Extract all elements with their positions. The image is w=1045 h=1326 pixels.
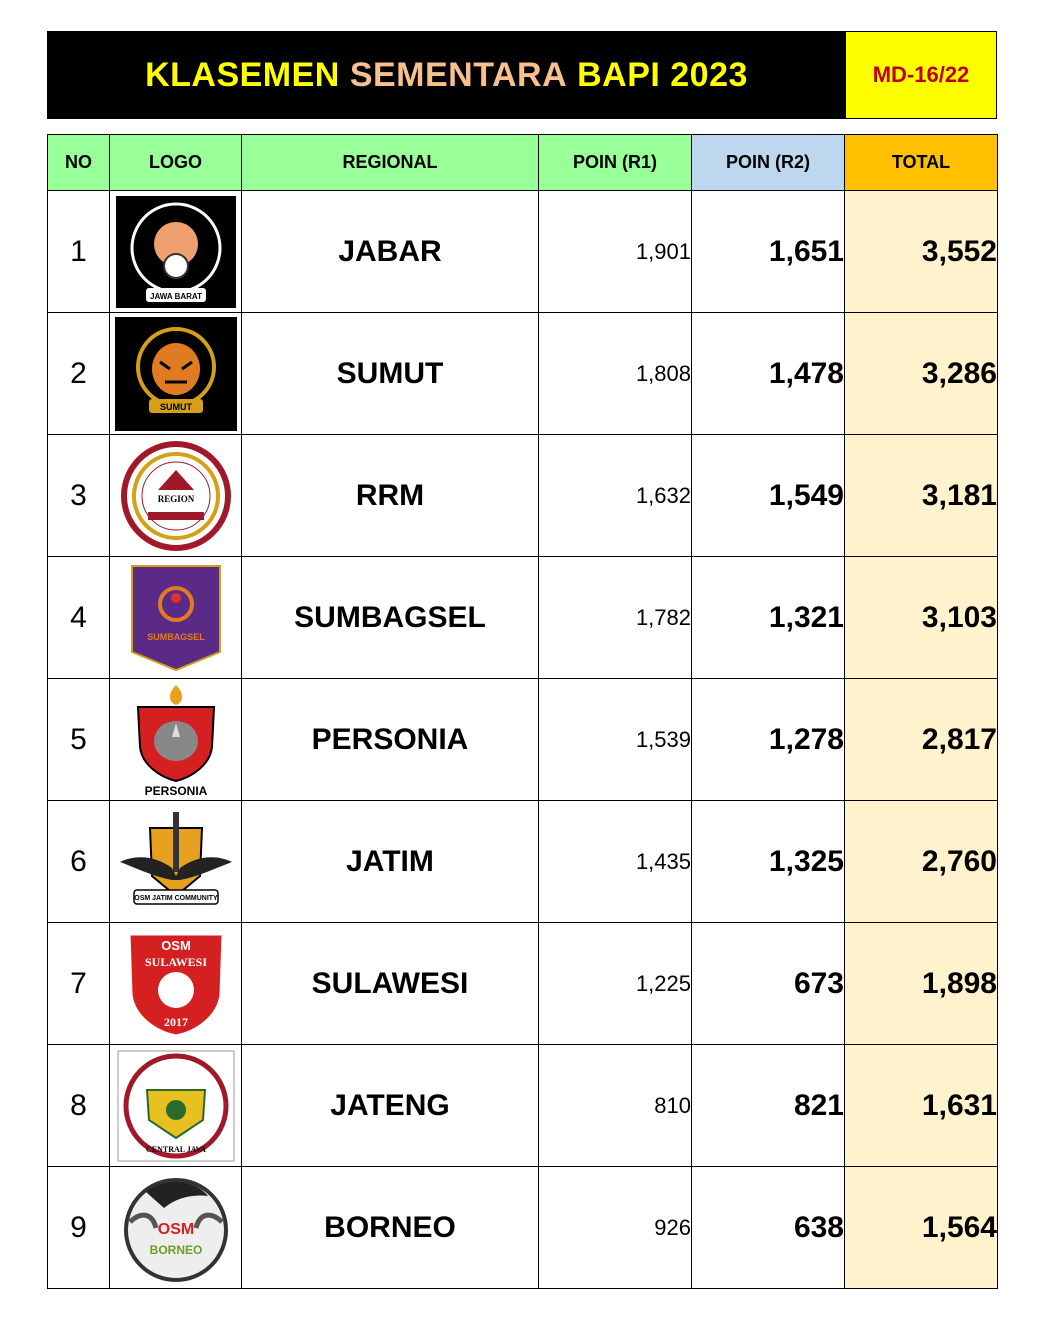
logo-cell: OSM BORNEO [109, 1166, 242, 1289]
logo-cell: REGION [109, 434, 242, 557]
regional-name: SUMUT [241, 312, 539, 435]
rank-cell: 9 [47, 1166, 110, 1289]
region-rrm-logo: REGION [115, 439, 237, 553]
poin-r1-value: 1,808 [538, 312, 692, 435]
eagle-jatim-logo: OSM JATIM COMMUNITY [115, 805, 237, 919]
title-part-3: BAPI 2023 [577, 55, 748, 94]
svg-text:OSM JATIM COMMUNITY: OSM JATIM COMMUNITY [134, 895, 218, 902]
svg-text:SUMUT: SUMUT [160, 402, 192, 412]
rank-cell: 8 [47, 1044, 110, 1167]
osm-borneo-logo: OSM BORNEO [115, 1171, 237, 1285]
regional-name: JABAR [241, 190, 539, 313]
rank-cell: 7 [47, 922, 110, 1045]
rhino-personia-logo: PERSONIA [115, 683, 237, 797]
poin-r2-value: 1,325 [691, 800, 845, 923]
poin-r1-value: 1,782 [538, 556, 692, 679]
poin-r1-value: 810 [538, 1044, 692, 1167]
logo-cell: SUMUT [109, 312, 242, 435]
poin-r1-value: 1,435 [538, 800, 692, 923]
rank-cell: 6 [47, 800, 110, 923]
poin-r1-value: 1,225 [538, 922, 692, 1045]
logo-cell: OSM SULAWESI 2017 [109, 922, 242, 1045]
col-header-poin-r1: POIN (R1) [538, 134, 692, 191]
total-value: 2,760 [844, 800, 998, 923]
page-title: KLASEMEN SEMENTARA BAPI 2023 [48, 32, 845, 118]
logo-cell: PERSONIA [109, 678, 242, 801]
logo-cell: OSM JATIM COMMUNITY [109, 800, 242, 923]
svg-text:OSM: OSM [161, 938, 191, 953]
svg-text:BORNEO: BORNEO [149, 1243, 202, 1257]
table-row: 9 OSM BORNEO BORNEO 926 638 1,564 [47, 1166, 998, 1289]
col-header-no: NO [47, 134, 110, 191]
poin-r2-value: 1,321 [691, 556, 845, 679]
poin-r2-value: 1,651 [691, 190, 845, 313]
svg-text:OSM: OSM [157, 1221, 193, 1238]
regional-name: SULAWESI [241, 922, 539, 1045]
poin-r1-value: 1,632 [538, 434, 692, 557]
logo-cell: SUMBAGSEL [109, 556, 242, 679]
svg-text:REGION: REGION [157, 494, 194, 504]
col-header-total: TOTAL [844, 134, 998, 191]
poin-r1-value: 1,539 [538, 678, 692, 801]
svg-text:SUMBAGSEL: SUMBAGSEL [147, 632, 205, 642]
table-row: 4 SUMBAGSEL SUMBAGSEL 1,782 1,321 3,103 [47, 556, 998, 679]
total-value: 3,552 [844, 190, 998, 313]
rank-cell: 5 [47, 678, 110, 801]
col-header-logo: LOGO [109, 134, 242, 191]
poin-r1-value: 926 [538, 1166, 692, 1289]
col-header-regional: REGIONAL [241, 134, 539, 191]
regional-name: BORNEO [241, 1166, 539, 1289]
table-row: 6 OSM JATIM COMMUNITY JATIM 1,435 1,325 … [47, 800, 998, 923]
poin-r2-value: 1,549 [691, 434, 845, 557]
poin-r1-value: 1,901 [538, 190, 692, 313]
regional-name: RRM [241, 434, 539, 557]
rank-cell: 4 [47, 556, 110, 679]
svg-text:CENTRAL JAVA: CENTRAL JAVA [146, 1145, 206, 1154]
rank-cell: 1 [47, 190, 110, 313]
osm-jabar-logo: JAWA BARAT [115, 195, 237, 309]
table-row: 2 SUMUT SUMUT 1,808 1,478 3,286 [47, 312, 998, 435]
rank-cell: 2 [47, 312, 110, 435]
header-row: NO LOGO REGIONAL POIN (R1) POIN (R2) TOT… [47, 134, 998, 191]
poin-r2-value: 1,478 [691, 312, 845, 435]
osm-sulawesi-logo: OSM SULAWESI 2017 [115, 927, 237, 1041]
sumbagsel-pennant-logo: SUMBAGSEL [115, 561, 237, 675]
svg-text:PERSONIA: PERSONIA [144, 784, 207, 797]
svg-text:JAWA BARAT: JAWA BARAT [150, 292, 202, 301]
poin-r2-value: 821 [691, 1044, 845, 1167]
central-java-logo: CENTRAL JAVA [115, 1049, 237, 1163]
table-row: 8 CENTRAL JAVA JATENG 810 821 1,631 [47, 1044, 998, 1167]
tiger-sumut-logo: SUMUT [114, 316, 237, 431]
regional-name: JATENG [241, 1044, 539, 1167]
logo-cell: CENTRAL JAVA [109, 1044, 242, 1167]
total-value: 1,631 [844, 1044, 998, 1167]
col-header-poin-r2: POIN (R2) [691, 134, 845, 191]
standings-table: NO LOGO REGIONAL POIN (R1) POIN (R2) TOT… [47, 134, 998, 1289]
table-row: 5 PERSONIA PERSONIA 1,539 1,278 2,817 [47, 678, 998, 801]
poin-r2-value: 638 [691, 1166, 845, 1289]
total-value: 2,817 [844, 678, 998, 801]
total-value: 1,564 [844, 1166, 998, 1289]
logo-cell: JAWA BARAT [109, 190, 242, 313]
svg-text:2017: 2017 [164, 1015, 188, 1029]
poin-r2-value: 673 [691, 922, 845, 1045]
table-row: 1 JAWA BARAT JABAR 1,901 1,651 3,552 [47, 190, 998, 313]
table-row: 7 OSM SULAWESI 2017 SULAWESI 1,225 673 1… [47, 922, 998, 1045]
poin-r2-value: 1,278 [691, 678, 845, 801]
regional-name: JATIM [241, 800, 539, 923]
rank-cell: 3 [47, 434, 110, 557]
title-part-2: SEMENTARA [349, 55, 568, 94]
total-value: 3,103 [844, 556, 998, 679]
total-value: 3,286 [844, 312, 998, 435]
total-value: 3,181 [844, 434, 998, 557]
title-banner: KLASEMEN SEMENTARA BAPI 2023 MD-16/22 [47, 31, 997, 119]
table-row: 3 REGION RRM 1,632 1,549 3,181 [47, 434, 998, 557]
title-part-1: KLASEMEN [145, 55, 340, 94]
svg-text:SULAWESI: SULAWESI [144, 955, 206, 969]
regional-name: PERSONIA [241, 678, 539, 801]
total-value: 1,898 [844, 922, 998, 1045]
matchday-code: MD-16/22 [845, 32, 996, 118]
regional-name: SUMBAGSEL [241, 556, 539, 679]
